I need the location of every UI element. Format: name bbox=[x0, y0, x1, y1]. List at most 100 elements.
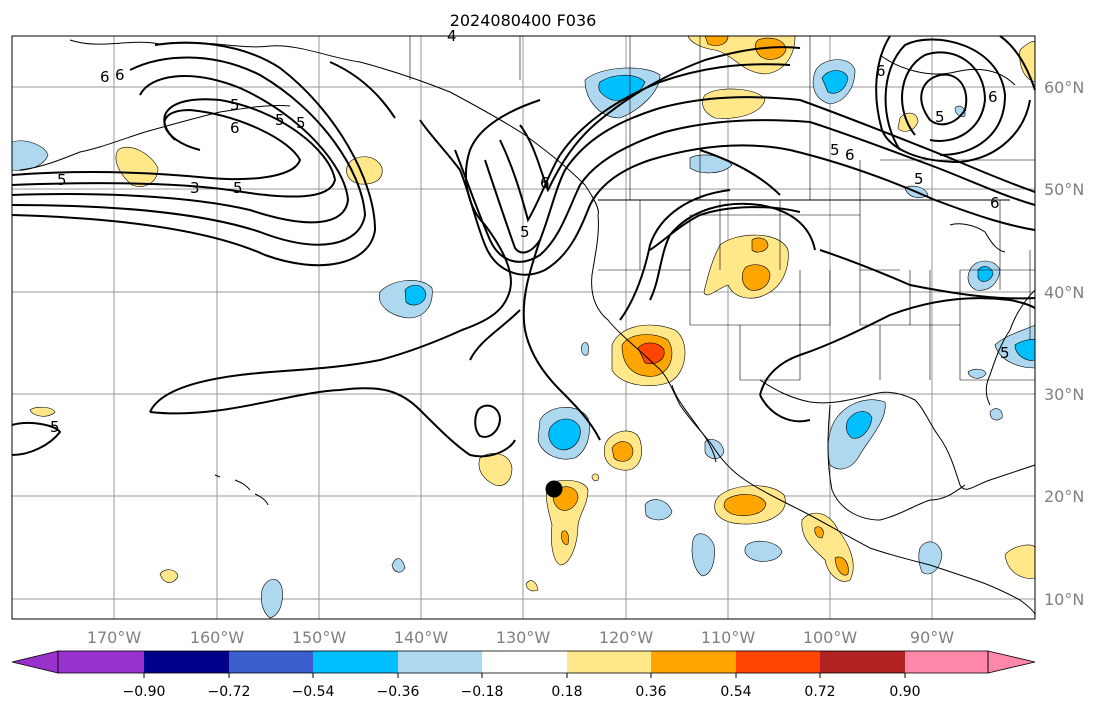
longitude-label: 130°W bbox=[496, 628, 551, 647]
map-frame bbox=[11, 35, 1036, 620]
contour-trough-4 bbox=[499, 63, 791, 223]
contour-aleutian-low-1 bbox=[11, 108, 302, 181]
contour-label: 6 bbox=[990, 194, 1000, 212]
colorbar-tick-label: 0.18 bbox=[551, 684, 582, 700]
contour-east-3 bbox=[789, 149, 1036, 231]
positive-anomaly-tiny-4 bbox=[591, 473, 599, 482]
colorbar-tick-label: −0.18 bbox=[461, 684, 504, 700]
negative-anomaly-mexico-w bbox=[691, 533, 715, 577]
contour-labels: 6 5 5 6 5 5 5 6 6 6 5 5 6 3 5 6 4 5 5 6 … bbox=[50, 27, 1010, 436]
map-panel: 6 5 5 6 5 5 5 6 6 6 5 5 6 3 5 6 4 5 5 6 … bbox=[11, 27, 1036, 620]
negative-anomaly-tiny-2 bbox=[581, 342, 589, 356]
contour-pacific-ridge bbox=[149, 387, 516, 458]
contour-bc-interior bbox=[699, 149, 781, 196]
longitude-label: 90°W bbox=[910, 628, 954, 647]
contour-label: 5 bbox=[935, 108, 945, 126]
longitude-label: 160°W bbox=[190, 628, 245, 647]
contour-west-edge bbox=[11, 422, 62, 456]
contour-label: 5 bbox=[1000, 344, 1010, 362]
positive-anomaly-west-tiny-2 bbox=[159, 569, 179, 583]
negative-anomaly-south-pacific bbox=[260, 578, 283, 619]
contour-label: 3 bbox=[190, 179, 200, 197]
negative-anomaly-bc bbox=[689, 154, 733, 174]
positive-anomaly-hurricane-tail bbox=[561, 530, 569, 545]
latitude-label: 10°N bbox=[1044, 590, 1084, 609]
contour-se-high-2 bbox=[759, 394, 811, 423]
contour-subtropical bbox=[619, 189, 731, 321]
negative-anomaly-tiny-4 bbox=[989, 408, 1003, 421]
latitude-axis: 60°N 50°N 40°N 30°N 20°N 10°N bbox=[1044, 78, 1084, 609]
positive-anomaly-west-tiny-1 bbox=[29, 406, 56, 417]
contour-aleutian-low-2 bbox=[11, 98, 337, 198]
contour-label: 5 bbox=[296, 114, 306, 132]
positive-anomaly-sw-us-core bbox=[637, 342, 665, 365]
contour-hudson-low-4 bbox=[875, 35, 1031, 164]
colorbar-tick-label: 0.72 bbox=[804, 684, 835, 700]
longitude-label: 150°W bbox=[292, 628, 347, 647]
contour-label: 6 bbox=[115, 66, 125, 84]
colorbar-tick-label: 0.90 bbox=[889, 684, 920, 700]
contour-trough-2 bbox=[454, 119, 811, 263]
contour-label: 5 bbox=[230, 96, 240, 114]
contour-label: 6 bbox=[876, 62, 886, 80]
map-title: 2024080400 F036 bbox=[450, 11, 597, 30]
central-america bbox=[929, 564, 1036, 616]
contour-label: 6 bbox=[100, 68, 110, 86]
contour-label: 5 bbox=[233, 179, 243, 197]
east-coast bbox=[985, 289, 1036, 406]
contour-label: 5 bbox=[520, 223, 530, 241]
negative-anomaly-mexico-sw bbox=[644, 499, 673, 521]
negative-anomaly-central-am bbox=[918, 541, 943, 575]
colorbar: −0.90 −0.72 −0.54 −0.36 −0.18 0.18 0.36 … bbox=[11, 650, 1036, 700]
positive-anomaly-canada-top-core bbox=[754, 37, 787, 60]
negative-anomaly-pacific-1-core bbox=[548, 418, 581, 451]
colorbar-swatch bbox=[567, 651, 651, 673]
contour-hudson-low-3 bbox=[884, 38, 1007, 156]
longitude-label: 170°W bbox=[87, 628, 142, 647]
positive-anomaly-mexico-1-core bbox=[723, 494, 767, 516]
colorbar-swatch bbox=[398, 651, 482, 673]
us-west-coast bbox=[591, 214, 931, 566]
negative-anomaly-tiny-3 bbox=[967, 368, 987, 379]
contour-label: 5 bbox=[57, 171, 67, 189]
great-lakes bbox=[949, 223, 1006, 253]
negative-anomaly-tiny-1 bbox=[391, 558, 406, 573]
colorbar-swatch bbox=[651, 651, 736, 673]
colorbar-tick-label: −0.54 bbox=[292, 684, 335, 700]
contour-east-1 bbox=[809, 121, 1036, 206]
contour-rockies-ridge bbox=[649, 206, 801, 251]
contour-label: 6 bbox=[845, 146, 855, 164]
contour-trough-1 bbox=[419, 119, 791, 276]
mexico-gulf bbox=[827, 404, 966, 521]
latitude-label: 30°N bbox=[1044, 385, 1084, 404]
contour-label: 5 bbox=[914, 170, 924, 188]
contour-aleutian-low-5 bbox=[11, 41, 377, 267]
longitude-axis: 170°W 160°W 150°W 140°W 130°W 120°W 110°… bbox=[87, 628, 954, 647]
contour-aleutian-low-4 bbox=[11, 56, 367, 246]
colorbar-extend-low bbox=[11, 650, 59, 674]
colorbar-swatch bbox=[229, 651, 313, 673]
colorbar-tick-label: 0.54 bbox=[720, 684, 751, 700]
hawaii bbox=[214, 474, 269, 506]
negative-anomaly-mexico-s bbox=[744, 540, 783, 562]
contour-west-us bbox=[522, 239, 601, 441]
contour-alaska-interior bbox=[329, 61, 396, 119]
baja-california bbox=[671, 384, 717, 463]
colorbar-outline bbox=[57, 650, 989, 674]
positive-anomaly-rockies-mid bbox=[741, 264, 771, 291]
contour-hudson-low-5 bbox=[999, 35, 1036, 91]
colorbar-tick-label: −0.36 bbox=[377, 684, 420, 700]
positive-anomaly-tiny-3 bbox=[525, 580, 539, 592]
contour-pacific-high bbox=[149, 99, 541, 413]
positive-anomaly-pacific-1-core bbox=[611, 441, 634, 462]
longitude-label: 110°W bbox=[701, 628, 756, 647]
contour-label: 5 bbox=[275, 111, 285, 129]
latitude-label: 20°N bbox=[1044, 487, 1084, 506]
contour-se-high bbox=[759, 297, 1036, 396]
longitude-label: 140°W bbox=[394, 628, 449, 647]
contour-label: 6 bbox=[230, 119, 240, 137]
contour-hawaii-ring bbox=[474, 404, 502, 438]
positive-anomaly-mexico-2-core bbox=[834, 556, 849, 576]
positive-anomaly-rockies-top bbox=[751, 237, 769, 253]
negative-anomaly-canada-2-core bbox=[821, 70, 849, 94]
